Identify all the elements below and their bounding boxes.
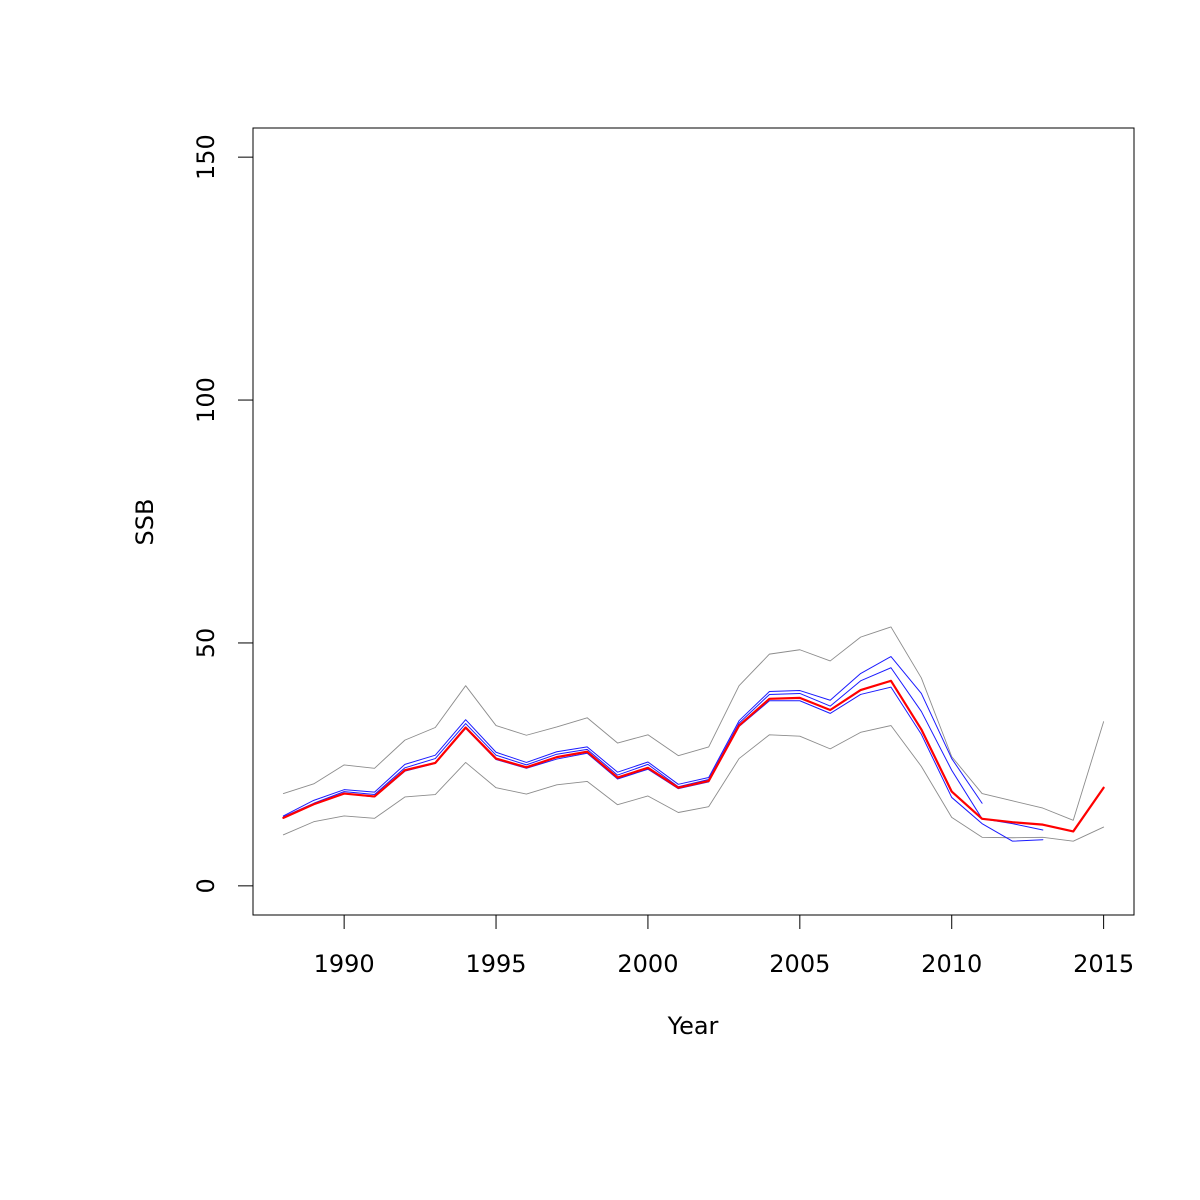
x-tick-label: 1995 [465, 950, 526, 978]
x-axis-title: Year [667, 1012, 719, 1040]
series-line-lower [282, 725, 1105, 842]
series-layer [282, 626, 1105, 842]
plot-frame [252, 127, 1135, 916]
y-axis-title: SSB [131, 499, 159, 546]
series-line-estimate [282, 679, 1105, 833]
y-tick-label: 100 [192, 377, 220, 423]
y-tick-label: 0 [192, 878, 220, 893]
x-tick-label: 1990 [314, 950, 375, 978]
series-line-retro [282, 656, 983, 817]
y-tick-label: 150 [192, 134, 220, 180]
y-axis: 0 50 100 150 [192, 134, 254, 893]
x-tick-label: 2005 [769, 950, 830, 978]
series-line-upper [282, 626, 1105, 821]
x-tick-label: 2000 [617, 950, 678, 978]
x-axis: 1990 1995 2000 2005 2010 2015 [314, 914, 1134, 978]
x-tick-label: 2015 [1073, 950, 1134, 978]
x-tick-label: 2010 [921, 950, 982, 978]
series-line-retro [282, 667, 1044, 831]
y-tick-label: 50 [192, 628, 220, 659]
